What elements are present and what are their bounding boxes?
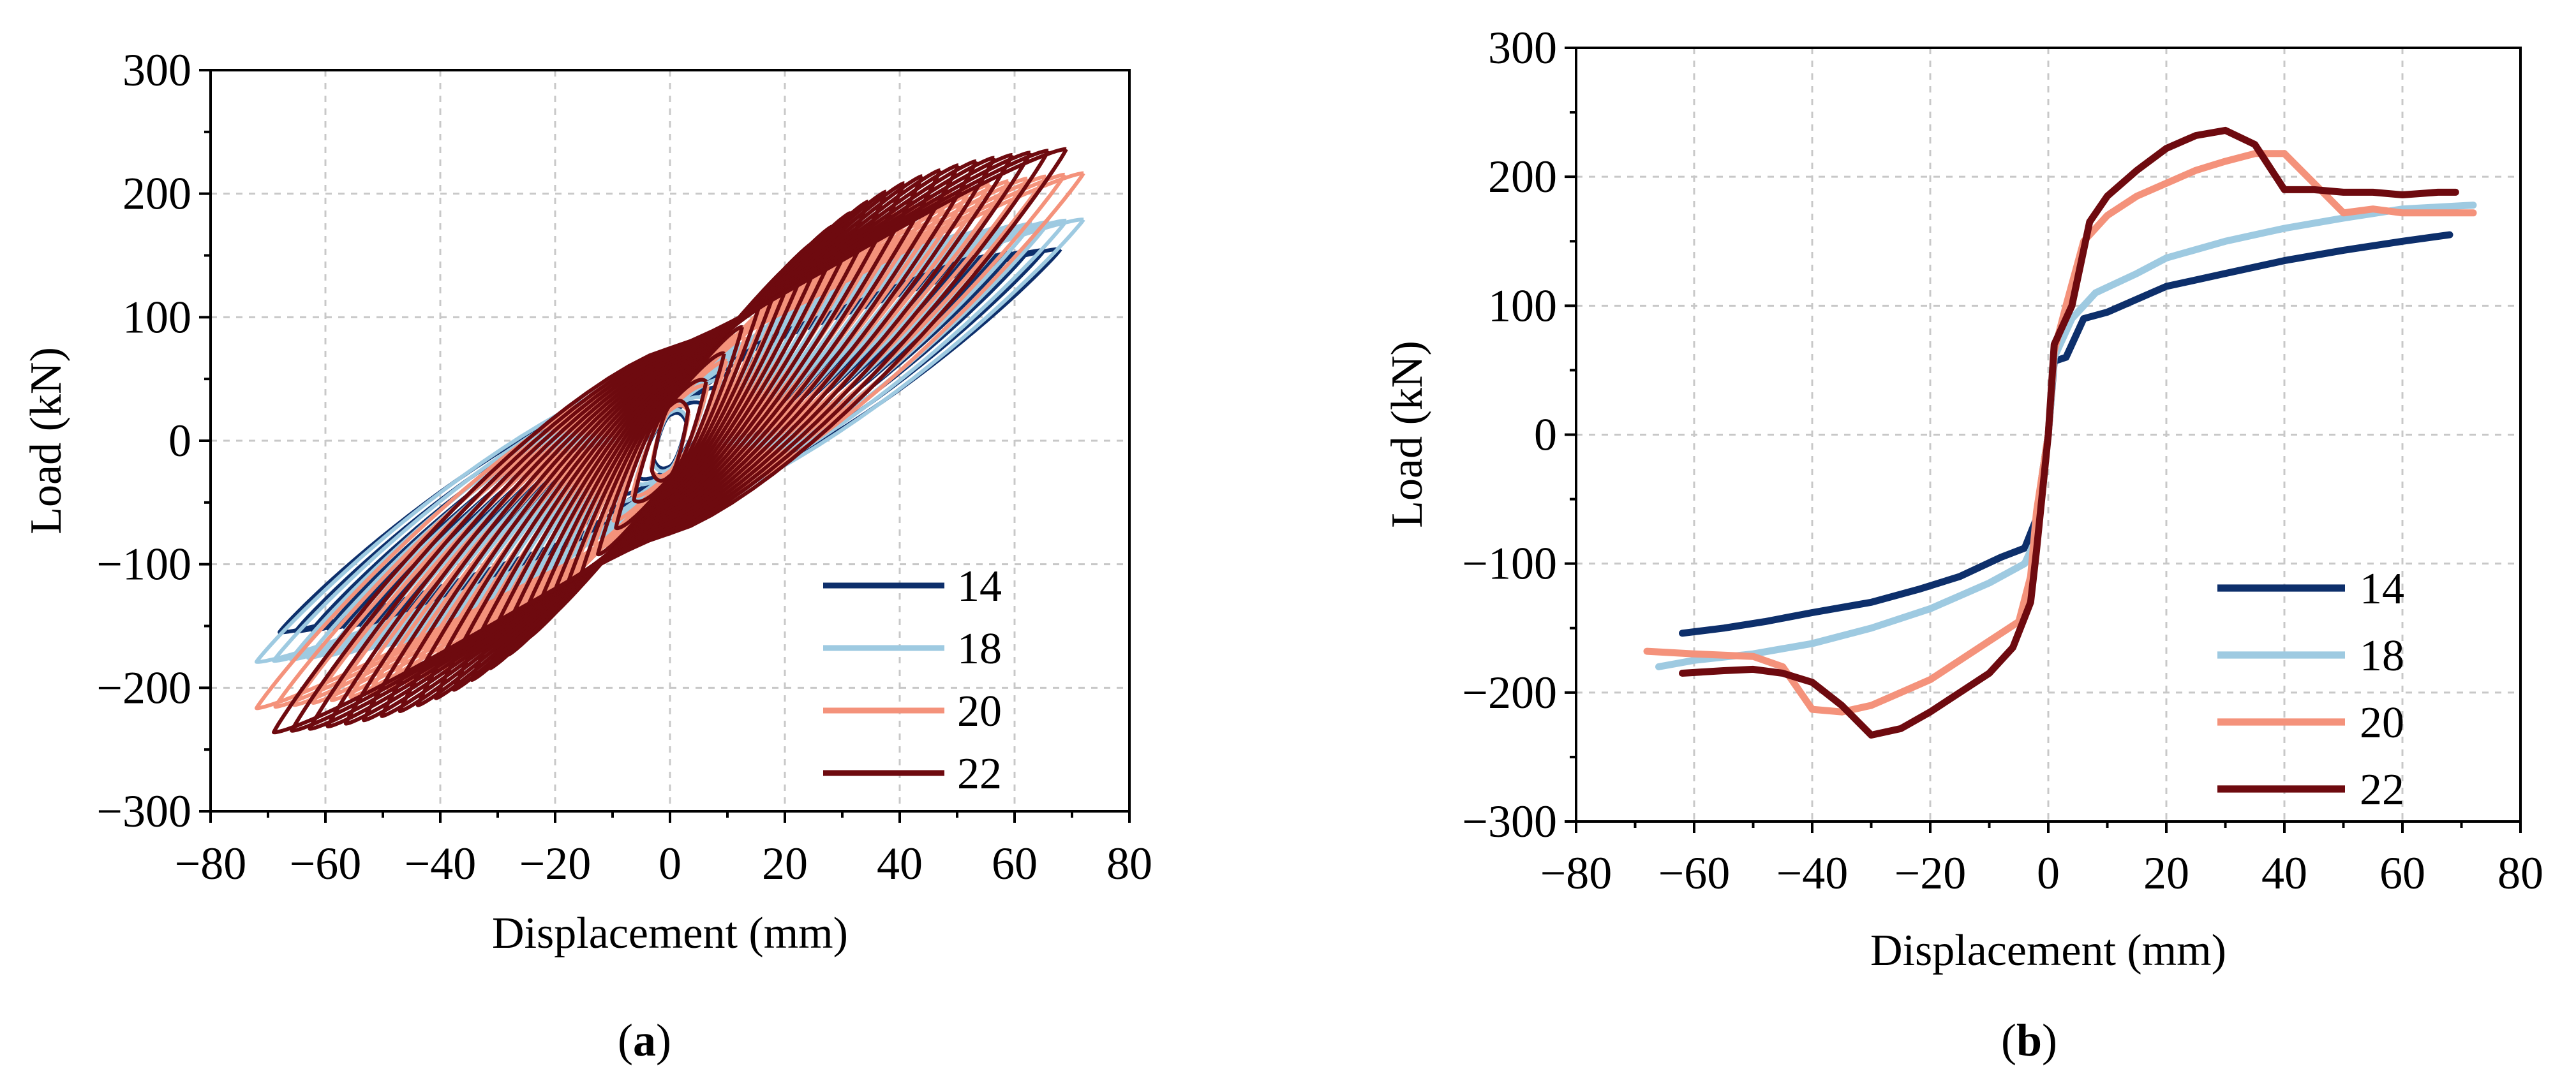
y-tick-label: −300 [1462,796,1557,847]
x-tick-label: 60 [992,838,1038,889]
x-tick-label: 80 [2498,848,2543,899]
loop-22-19 [325,153,1015,728]
x-tick-label: −80 [175,838,247,889]
y-tick-label: 200 [1488,151,1557,202]
x-tick-label: 40 [877,838,923,889]
loop-22-15 [398,168,942,713]
y-tick-label: −300 [96,786,191,837]
loop-22-3 [614,351,726,531]
legend-label-18: 18 [957,624,1002,674]
chart-b-ylabel: Load (kN) [1383,341,1432,528]
y-tick-label: 200 [123,168,191,219]
legend-label-14: 14 [957,562,1002,611]
loop-22-13 [434,181,906,700]
y-tick-label: 100 [1488,280,1557,331]
y-tick-label: −100 [96,539,191,590]
series-22 [272,147,1068,735]
x-tick-label: −80 [1540,848,1612,899]
chart-b: −80 −60 −40 −20 0 20 40 60 80 −300−200−100010020… [1383,22,2543,1066]
loop-22-20 [308,151,1032,731]
chart-b-legend: 14 18 20 22 [2217,564,2404,814]
legend-label-20: 20 [957,687,1002,736]
loop-22-14 [415,174,924,707]
x-tick-label: −20 [519,838,592,889]
chart-b-y-tick-labels: −300 −200 −100 0 100 200 300 [1462,22,1557,847]
chart-a-legend: 14 18 20 22 [823,562,1002,799]
chart-a-ylabel: Load (kN) [22,347,71,534]
chart-b-ticks [1565,47,2522,833]
x-tick-label: −60 [1658,848,1731,899]
chart-a-caption: (a) [618,1015,671,1066]
loop-22-1 [650,399,690,483]
y-tick-label: 0 [1534,409,1557,460]
chart-b-xlabel: Displacement (mm) [1870,926,2226,975]
chart-a-y-tick-labels: −300 −200 −100 0 100 200 300 [96,45,191,837]
chart-a-x-tick-labels: −80 −60 −40 −20 0 20 40 60 80 [175,838,1152,889]
y-tick-label: 300 [1488,22,1557,73]
chart-a: −80 −60 −40 −20 0 20 40 60 80 −300−200−100010020… [22,45,1152,1066]
legend-label-18: 18 [2360,631,2404,681]
series-22 [1679,126,2459,739]
loop-22-17 [362,159,978,723]
chart-b-caption: (b) [2001,1015,2057,1066]
x-tick-label: −40 [1776,848,1849,899]
x-tick-label: 80 [1106,838,1152,889]
series-20 [1643,150,2477,716]
loop-22-16 [380,163,960,718]
x-tick-label: 20 [2143,848,2189,899]
chart-a-plot-area [255,147,1085,735]
legend-label-14: 14 [2360,564,2404,614]
x-tick-label: −20 [1895,848,1967,899]
x-tick-label: 60 [2379,848,2425,899]
x-tick-label: 20 [762,838,808,889]
y-tick-label: 0 [168,415,191,466]
y-tick-label: 300 [123,45,191,96]
legend-label-22: 22 [957,749,1002,799]
y-tick-label: −100 [1462,538,1557,589]
loop-22-18 [343,156,996,726]
x-tick-label: 40 [2261,848,2307,899]
chart-b-plot-area [1643,126,2477,739]
chart-b-x-tick-labels: −80 −60 −40 −20 0 20 40 60 80 [1540,848,2543,899]
y-tick-label: −200 [96,662,191,713]
y-tick-label: −200 [1462,667,1557,718]
x-tick-label: 0 [2037,848,2060,899]
x-tick-label: 0 [659,838,681,889]
y-tick-label: 100 [123,291,191,343]
series-18 [1655,202,2477,670]
chart-a-xlabel: Displacement (mm) [492,909,848,958]
x-tick-label: −60 [290,838,362,889]
legend-label-22: 22 [2360,765,2404,814]
legend-label-20: 20 [2360,698,2404,748]
loop-22-21 [290,149,1050,733]
loop-22-22 [272,147,1068,735]
x-tick-label: −40 [405,838,477,889]
loop-22-2 [632,378,708,504]
chart-a-ticks [199,69,1131,823]
